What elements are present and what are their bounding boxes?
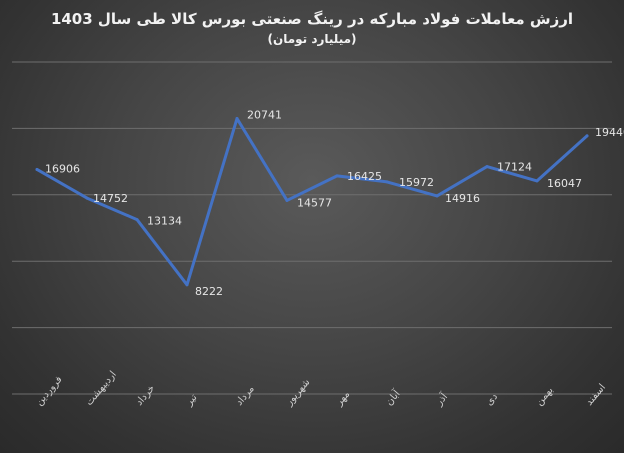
x-tick-label: تیر — [183, 392, 199, 409]
x-tick-label: خرداد — [134, 383, 157, 408]
data-point — [535, 179, 539, 183]
data-label: 17124 — [497, 161, 532, 174]
x-tick-label: مهر — [333, 389, 352, 409]
data-point — [485, 165, 489, 169]
data-label: 16906 — [45, 162, 80, 175]
data-point — [335, 174, 339, 178]
data-point — [35, 167, 39, 171]
data-label: 14752 — [93, 192, 128, 205]
x-tick-label: شهریور — [283, 377, 312, 409]
x-tick-label: اسفند — [584, 382, 608, 408]
x-tick-label: بهمن — [534, 385, 556, 408]
data-point — [285, 198, 289, 202]
x-axis-tick-labels: فروردین اردیبهشت خرداد تیر مرداد شهریور مهر آبا… — [34, 369, 608, 408]
data-point — [385, 180, 389, 184]
data-point — [185, 283, 189, 287]
x-tick-label: مرداد — [234, 384, 257, 408]
data-point — [135, 218, 139, 222]
data-labels: 16906 14752 13134 8222 20741 14577 16425 15972 1… — [45, 109, 624, 298]
data-label: 14577 — [297, 196, 332, 209]
x-tick-label: آذر — [432, 389, 451, 408]
data-label: 8222 — [195, 285, 223, 298]
data-label: 16047 — [547, 177, 582, 190]
data-point — [585, 134, 589, 138]
series-line — [35, 117, 589, 287]
data-label: 19440 — [595, 126, 624, 139]
data-label: 13134 — [147, 215, 182, 228]
chart-title: ارزش معاملات فولاد مبارکه در رینگ صنعتی … — [50, 10, 574, 28]
chart-subtitle: (میلیارد تومان) — [267, 32, 357, 46]
data-point — [235, 117, 239, 121]
data-label: 20741 — [247, 109, 282, 122]
data-point — [85, 196, 89, 200]
x-tick-label: آبان — [382, 386, 403, 408]
data-point — [435, 194, 439, 198]
data-label: 15972 — [399, 176, 434, 189]
gridlines — [12, 61, 612, 395]
data-label: 14916 — [445, 192, 480, 205]
series-group — [35, 117, 589, 287]
data-label: 16425 — [347, 170, 382, 183]
x-tick-label: فروردین — [34, 374, 65, 408]
x-tick-label: اردیبهشت — [84, 369, 119, 408]
